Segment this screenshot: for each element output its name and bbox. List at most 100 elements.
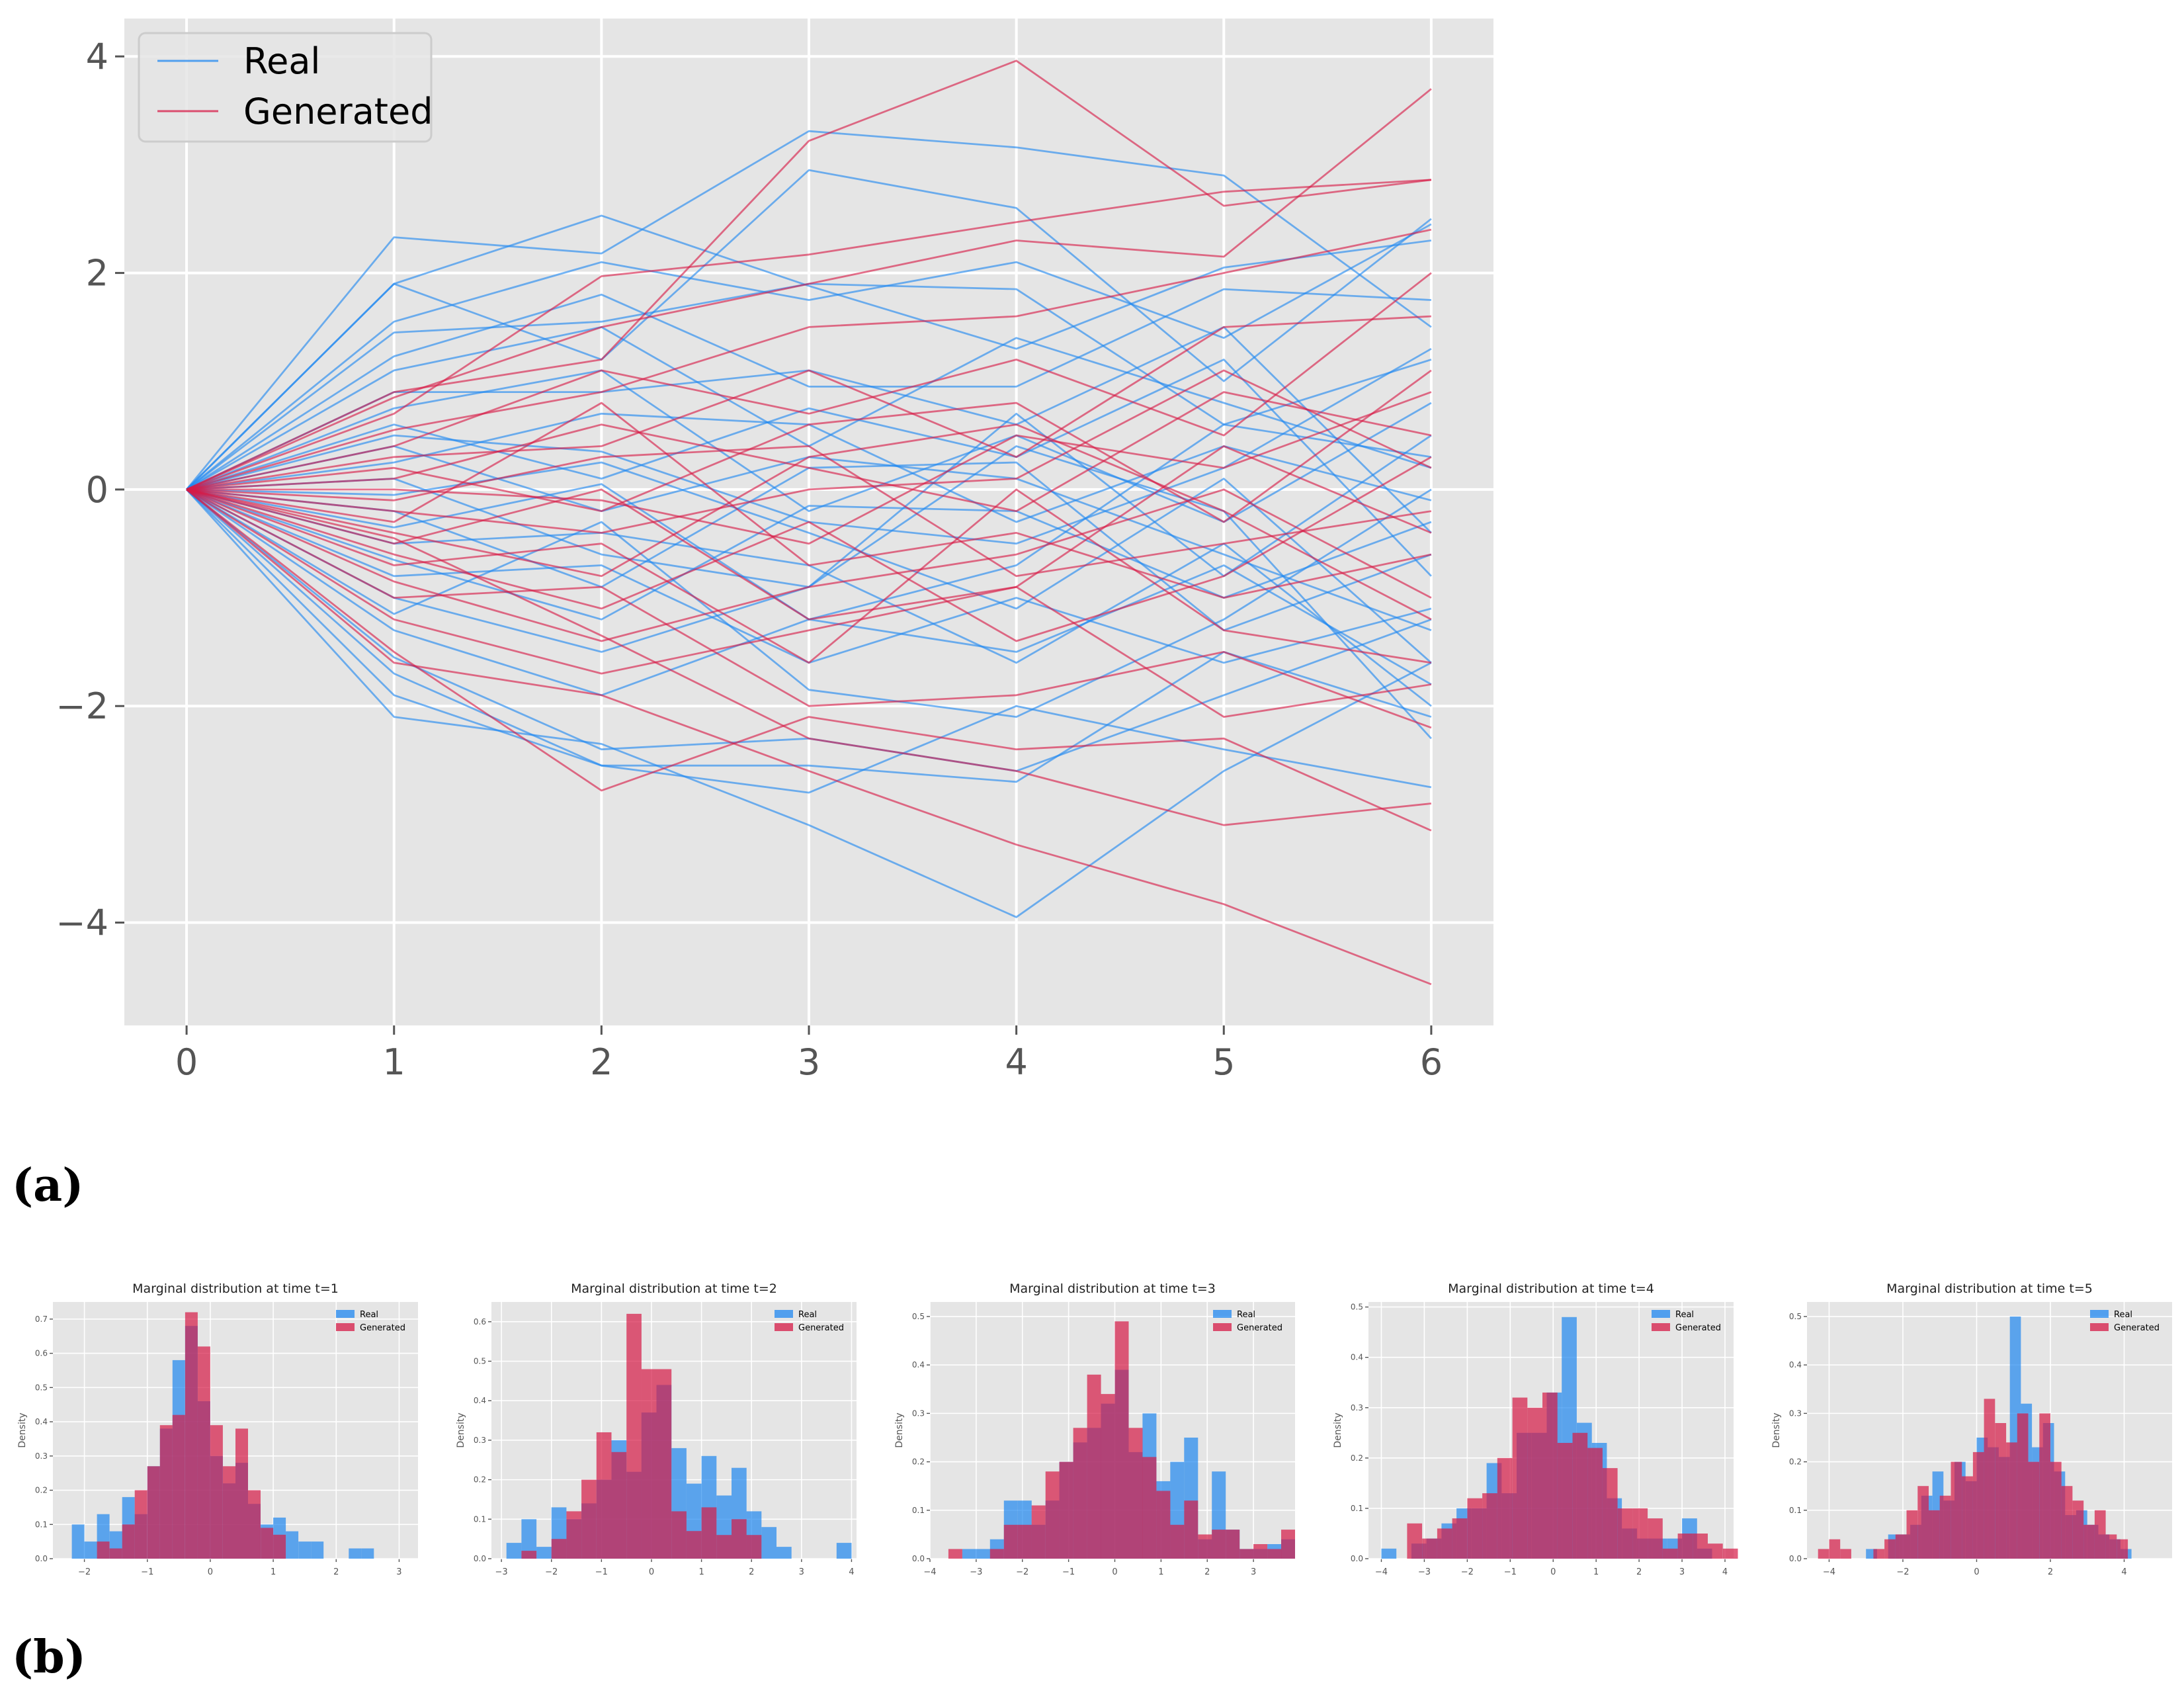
generated-path-line [186,315,1431,491]
generated-bars [97,1312,286,1559]
generated-bar [1884,1539,1896,1559]
x-tick-label: −1 [1504,1567,1517,1577]
generated-path-line [186,488,1432,729]
generated-path-line [187,445,1432,578]
generated-bar [273,1534,286,1559]
y-tick-label: 0.0 [35,1554,48,1563]
x-tick-label: 5 [1212,1041,1235,1083]
x-tick-label: 1 [698,1567,704,1577]
generated-path-line [186,423,1432,621]
generated-bar [1617,1508,1633,1559]
legend-generated-swatch [1213,1323,1232,1331]
generated-bar [1906,1510,1918,1559]
legend-real-label: Real [1675,1310,1694,1320]
generated-bar [223,1466,235,1559]
x-tick-label: −1 [1062,1567,1075,1577]
real-bar [71,1524,85,1559]
real-bar [361,1548,374,1559]
real-bar [976,1549,990,1559]
x-tick-label: 3 [396,1567,401,1577]
real-bar [536,1547,552,1559]
x-tick-label: 4 [2121,1567,2126,1577]
generated-bar [1017,1524,1032,1559]
generated-path-line [186,488,1432,986]
generated-bar [197,1346,210,1559]
generated-bar [671,1511,687,1559]
legend-real-label: Real [360,1310,378,1320]
generated-bar [1587,1448,1603,1559]
generated-bar [1632,1508,1648,1559]
generated-bar [641,1369,657,1559]
generated-bar [97,1541,110,1559]
x-tick-label: 4 [849,1567,854,1577]
real-bar [1381,1548,1397,1559]
x-tick-label: −1 [595,1567,608,1577]
generated-bar [2017,1413,2029,1559]
x-tick-label: 1 [1158,1567,1163,1577]
legend-generated-swatch [336,1323,355,1331]
x-tick-label: 1 [1593,1567,1599,1577]
generated-bar [2061,1486,2073,1559]
generated-bar [1527,1407,1542,1559]
generated-bar [172,1414,185,1559]
generated-bar [235,1428,248,1559]
generated-bar [2117,1539,2128,1559]
y-tick-label: 0.4 [1789,1360,1802,1369]
generated-bar [1917,1486,1929,1559]
generated-path-line [186,179,1431,491]
generated-bars [521,1313,762,1559]
generated-bar [1572,1432,1588,1559]
y-tick-label: 0.5 [474,1357,486,1366]
legend-real-label: Real [2114,1310,2132,1320]
legend-generated-label: Generated [2114,1323,2160,1333]
x-tick-label: 0 [1550,1567,1556,1577]
x-tick-label: −2 [1896,1567,1909,1577]
generated-bar [2028,1461,2040,1559]
real-path-line [186,359,1432,577]
histogram-t3: −4 −3 −2 −1 0 1 2 3 0.0 0.1 0.2 0.3 0.4 0.5 Marginal d… [894,1281,1295,1577]
generated-bar [1662,1548,1678,1559]
generated-path-line [186,488,1432,718]
legend-generated-label: Generated [798,1323,844,1333]
real-bar [521,1519,537,1559]
generated-path-line [186,272,1432,491]
x-tick-label: −2 [78,1567,91,1577]
x-tick-label: −2 [1461,1567,1474,1577]
legend-real-label: Real [243,40,320,82]
x-tick-label: 3 [798,1041,820,1083]
real-bar [506,1543,522,1559]
generated-path-line [187,391,1432,512]
generated-bar [2083,1524,2095,1559]
generated-bars [948,1321,1295,1559]
generated-bar [732,1519,747,1559]
generated-bar [1972,1451,1984,1559]
x-tick-label: 2 [590,1041,612,1083]
legend-real-swatch [2090,1310,2109,1318]
x-tick-label: −1 [141,1567,153,1577]
generated-bar [1693,1534,1708,1559]
generated-bar [686,1531,702,1559]
y-tick-label: 0.4 [474,1396,486,1405]
legend: Real Generated [2090,1310,2160,1333]
real-path-line [187,461,1432,664]
generated-bar [626,1313,642,1559]
y-tick-label: 0.2 [912,1457,925,1467]
generated-bar [1031,1505,1046,1559]
y-tick-label: −2 [56,685,108,727]
generated-bar [1212,1530,1226,1559]
legend: Real Generated [1213,1310,1282,1333]
x-tick-label: −3 [970,1567,982,1577]
y-tick-label: 0.1 [1789,1506,1802,1515]
y-tick-label: 0.1 [474,1514,486,1524]
generated-bar [122,1524,135,1559]
generated-bar [1873,1549,1885,1559]
legend-real-label: Real [1237,1310,1255,1320]
generated-bar [1829,1539,1841,1559]
generated-bar [1045,1471,1060,1559]
histogram-t5: −4 −2 0 2 4 0.0 0.1 0.2 0.3 0.4 0.5 Marginal distri… [1771,1281,2172,1577]
generated-bar [2094,1510,2106,1559]
generated-bar [596,1432,612,1559]
generated-bar [1984,1399,1995,1559]
real-bar [298,1541,312,1559]
y-tick-label: 0.0 [474,1554,486,1563]
